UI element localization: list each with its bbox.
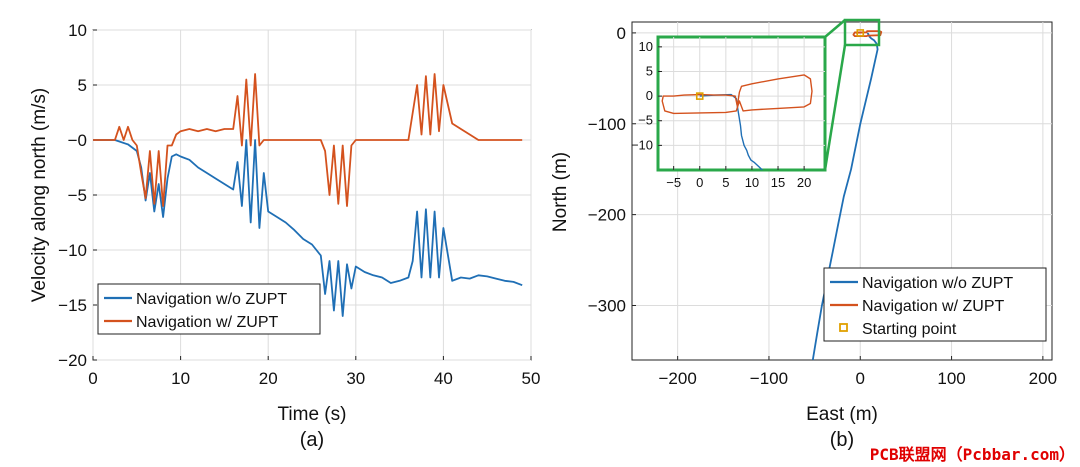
zoom-box bbox=[843, 18, 881, 47]
legend-entry-a-0: Navigation w/o ZUPT bbox=[136, 291, 287, 308]
panel-label-a: (a) bbox=[300, 429, 324, 451]
a-tick-label-y-4: −10 bbox=[58, 241, 87, 260]
inset-frame bbox=[656, 35, 827, 172]
inset-tick-label-y-1: 5 bbox=[646, 63, 653, 78]
b-tick-label-y-1: −100 bbox=[588, 115, 626, 134]
inset-tick-label-y-0: 10 bbox=[639, 39, 653, 54]
a-tick-label-x-0: 0 bbox=[88, 369, 97, 388]
b-tick-label-x-0: −200 bbox=[659, 369, 697, 388]
b-tick-label-y-0: 0 bbox=[617, 24, 626, 43]
x-axis-label-b: East (m) bbox=[806, 404, 878, 425]
lines-a bbox=[93, 73, 523, 317]
legend-entry-a-1: Navigation w/ ZUPT bbox=[136, 314, 278, 331]
inset-tick-label-x-2: 5 bbox=[722, 175, 729, 190]
b-tick-label-x-1: −100 bbox=[750, 369, 788, 388]
a-tick-label-x-4: 40 bbox=[434, 369, 453, 388]
b-tick-label-x-2: 0 bbox=[856, 369, 865, 388]
a-tick-label-x-5: 50 bbox=[522, 369, 541, 388]
zoom-indicator bbox=[823, 18, 881, 171]
panel-label-b: (b) bbox=[830, 429, 854, 451]
y-axis-label-a: Velocity along north (m/s) bbox=[29, 88, 50, 302]
b-tick-label-y-3: −300 bbox=[588, 296, 626, 315]
a-tick-label-x-3: 30 bbox=[346, 369, 365, 388]
legend-marker-b-2 bbox=[839, 323, 848, 332]
a-series-1 bbox=[93, 73, 523, 207]
inset-tick-label-y-2: 0 bbox=[646, 88, 653, 103]
a-tick-label-y-1: 5 bbox=[78, 76, 87, 95]
b-tick-label-x-4: 200 bbox=[1029, 369, 1057, 388]
inset-tick-label-y-3: −5 bbox=[638, 113, 653, 128]
legend-box-b bbox=[823, 267, 1047, 342]
watermark: PCB联盟网（Pcbbar.com） bbox=[870, 445, 1075, 464]
a-tick-label-y-2: −0 bbox=[68, 131, 87, 150]
inset-series-1 bbox=[661, 74, 813, 115]
zoom-connector-top bbox=[824, 19, 846, 38]
b-series-1 bbox=[852, 30, 883, 37]
y-axis-label-b: North (m) bbox=[550, 152, 571, 232]
a-tick-label-y-6: −20 bbox=[58, 351, 87, 370]
a-tick-label-x-2: 20 bbox=[259, 369, 278, 388]
zoom-connector-bottom bbox=[823, 44, 847, 171]
a-series-0 bbox=[93, 139, 523, 317]
b-tick-label-y-2: −200 bbox=[588, 206, 626, 225]
a-tick-label-y-3: −5 bbox=[68, 186, 87, 205]
inset-ticks: −5 0 5 10 15 20 10 5 0 −5 −10 bbox=[631, 39, 811, 190]
inset-marker-2 bbox=[695, 92, 704, 100]
inset-plot: −5 0 5 10 15 20 10 5 0 −5 −10 bbox=[631, 35, 827, 190]
inset-tick-label-x-4: 15 bbox=[771, 175, 785, 190]
inset-lines bbox=[661, 74, 813, 171]
legend-a: Navigation w/o ZUPT Navigation w/ ZUPT bbox=[97, 283, 321, 335]
legend-entry-b-1: Navigation w/ ZUPT bbox=[862, 298, 1004, 315]
inset-tick-label-x-0: −5 bbox=[666, 175, 681, 190]
legend-entry-b-0: Navigation w/o ZUPT bbox=[862, 275, 1013, 292]
inset-tick-label-x-5: 20 bbox=[797, 175, 811, 190]
inset-tick-label-x-3: 10 bbox=[745, 175, 759, 190]
inset-tick-label-x-1: 0 bbox=[696, 175, 703, 190]
a-tick-label-x-1: 10 bbox=[171, 369, 190, 388]
b-marker-2 bbox=[856, 29, 865, 37]
panel-a: 0 10 20 30 40 50 10 5 −0 −5 −10 −15 −20 Time (s) Vel… bbox=[29, 21, 540, 451]
inset-tick-label-y-4: −10 bbox=[631, 137, 653, 152]
legend-box-a bbox=[97, 283, 321, 335]
a-tick-label-y-0: 10 bbox=[68, 21, 87, 40]
a-tick-label-y-5: −15 bbox=[58, 296, 87, 315]
legend-entry-b-2: Starting point bbox=[862, 321, 957, 338]
b-tick-label-x-3: 100 bbox=[937, 369, 965, 388]
ticks-a: 0 10 20 30 40 50 10 5 −0 −5 −10 −15 −20 bbox=[58, 21, 540, 388]
inset-grid bbox=[658, 37, 825, 170]
legend-b: Navigation w/o ZUPT Navigation w/ ZUPT S… bbox=[823, 267, 1047, 342]
x-axis-label-a: Time (s) bbox=[278, 404, 347, 425]
